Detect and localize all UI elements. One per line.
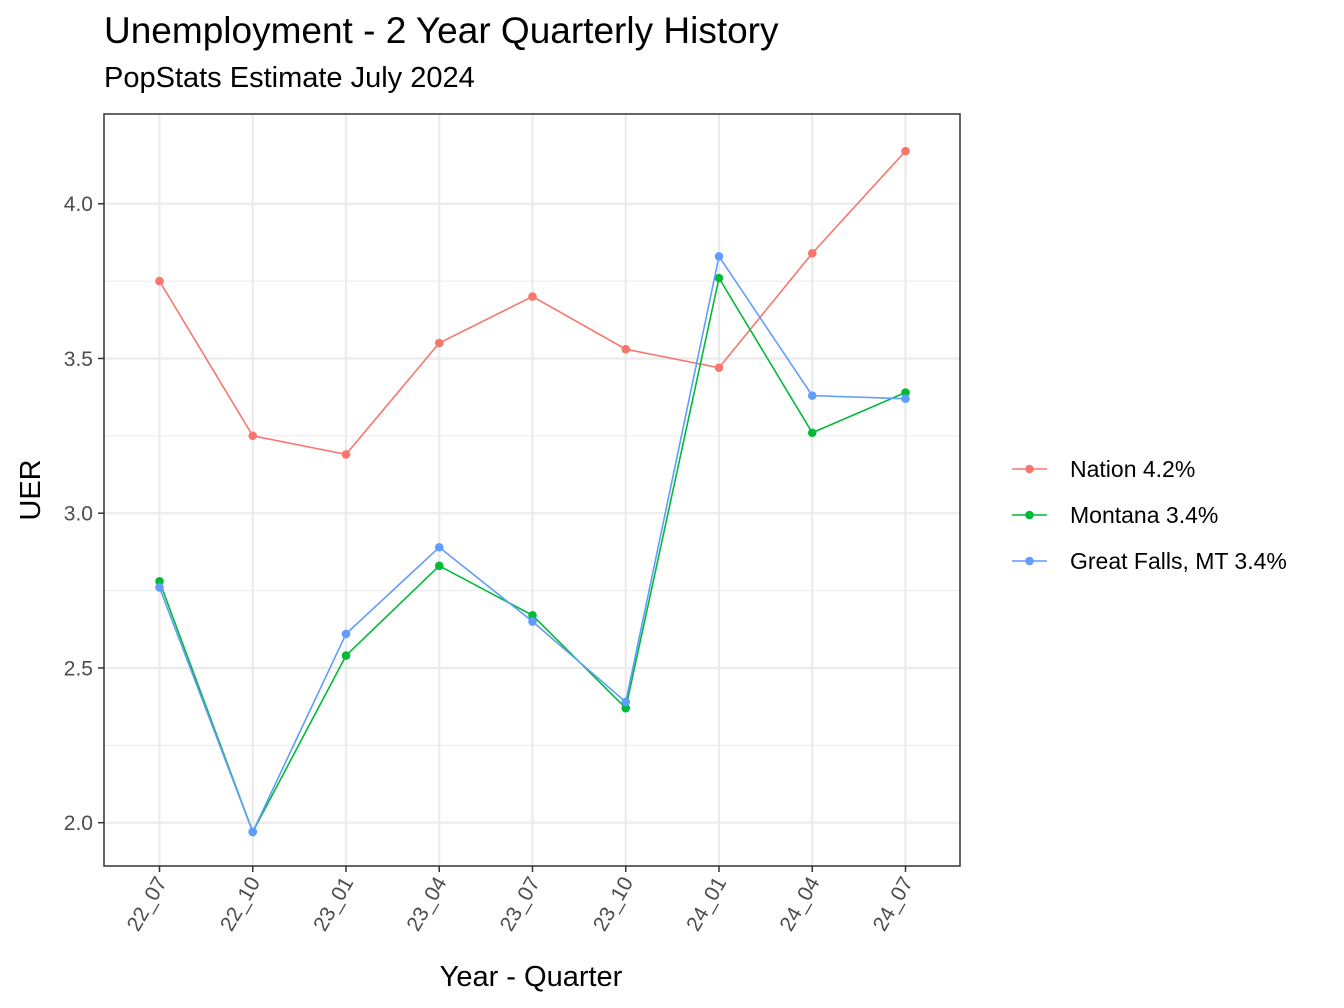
x-tick-label: 24_04 <box>775 873 824 935</box>
y-tick-label: 2.5 <box>64 657 93 680</box>
series-1 <box>155 273 910 837</box>
legend-item: Great Falls, MT 3.4% <box>1012 548 1287 574</box>
data-point <box>807 428 817 438</box>
series-2 <box>155 252 910 837</box>
x-tick-label: 24_07 <box>869 873 918 935</box>
legend-key-point <box>1025 464 1034 474</box>
legend-key-point <box>1025 556 1034 566</box>
x-tick-label: 23_04 <box>402 873 451 935</box>
x-tick-label: 22_10 <box>216 873 265 935</box>
data-point <box>621 697 631 707</box>
x-tick-label: 22_07 <box>123 873 172 935</box>
data-point <box>341 629 351 639</box>
data-point <box>901 388 910 397</box>
y-tick-label: 2.0 <box>64 812 93 835</box>
data-point <box>528 617 537 626</box>
data-point <box>434 561 444 571</box>
data-point <box>341 450 351 459</box>
data-point <box>714 363 724 373</box>
y-tick-label: 3.5 <box>64 348 93 371</box>
data-point <box>248 827 258 837</box>
axes: 2.0 2.5 3.0 3.5 4.0 22_07 22_10 23_01 23_04 23_07… <box>64 193 918 935</box>
data-point <box>248 431 258 441</box>
data-point <box>714 252 724 261</box>
data-point <box>714 273 724 283</box>
x-tick-label: 23_10 <box>589 873 638 935</box>
data-point <box>901 394 910 404</box>
data-point <box>621 703 631 713</box>
x-tick-label: 23_01 <box>309 873 358 935</box>
grid-lines <box>104 114 960 866</box>
series-0 <box>155 146 910 459</box>
x-axis-title: Year - Quarter <box>440 961 623 993</box>
legend-item: Montana 3.4% <box>1012 502 1218 528</box>
chart-title: Unemployment - 2 Year Quarterly History <box>104 10 779 51</box>
data-point <box>528 611 537 620</box>
data-point <box>155 583 164 592</box>
data-point <box>155 276 164 286</box>
legend-label: Great Falls, MT 3.4% <box>1070 548 1287 574</box>
data-point <box>621 344 631 354</box>
y-tick-label: 4.0 <box>64 193 93 216</box>
data-point <box>901 146 910 156</box>
legend-label: Montana 3.4% <box>1070 502 1218 528</box>
legend-key-point <box>1025 510 1034 520</box>
data-point <box>434 338 444 348</box>
legend-item: Nation 4.2% <box>1012 456 1195 482</box>
series-layer <box>155 146 910 837</box>
data-point <box>807 391 817 400</box>
y-axis-title: UER <box>15 459 47 520</box>
data-point <box>434 542 444 552</box>
data-point <box>341 651 351 660</box>
legend: Nation 4.2% Montana 3.4% Great Falls, MT 3… <box>1012 456 1287 574</box>
x-tick-label: 24_01 <box>682 873 731 935</box>
data-point <box>807 248 817 258</box>
legend-label: Nation 4.2% <box>1070 456 1195 482</box>
y-tick-label: 3.0 <box>64 503 93 526</box>
x-tick-label: 23_07 <box>496 873 545 935</box>
chart-subtitle: PopStats Estimate July 2024 <box>104 62 475 94</box>
data-point <box>155 576 164 586</box>
data-point <box>528 292 537 301</box>
